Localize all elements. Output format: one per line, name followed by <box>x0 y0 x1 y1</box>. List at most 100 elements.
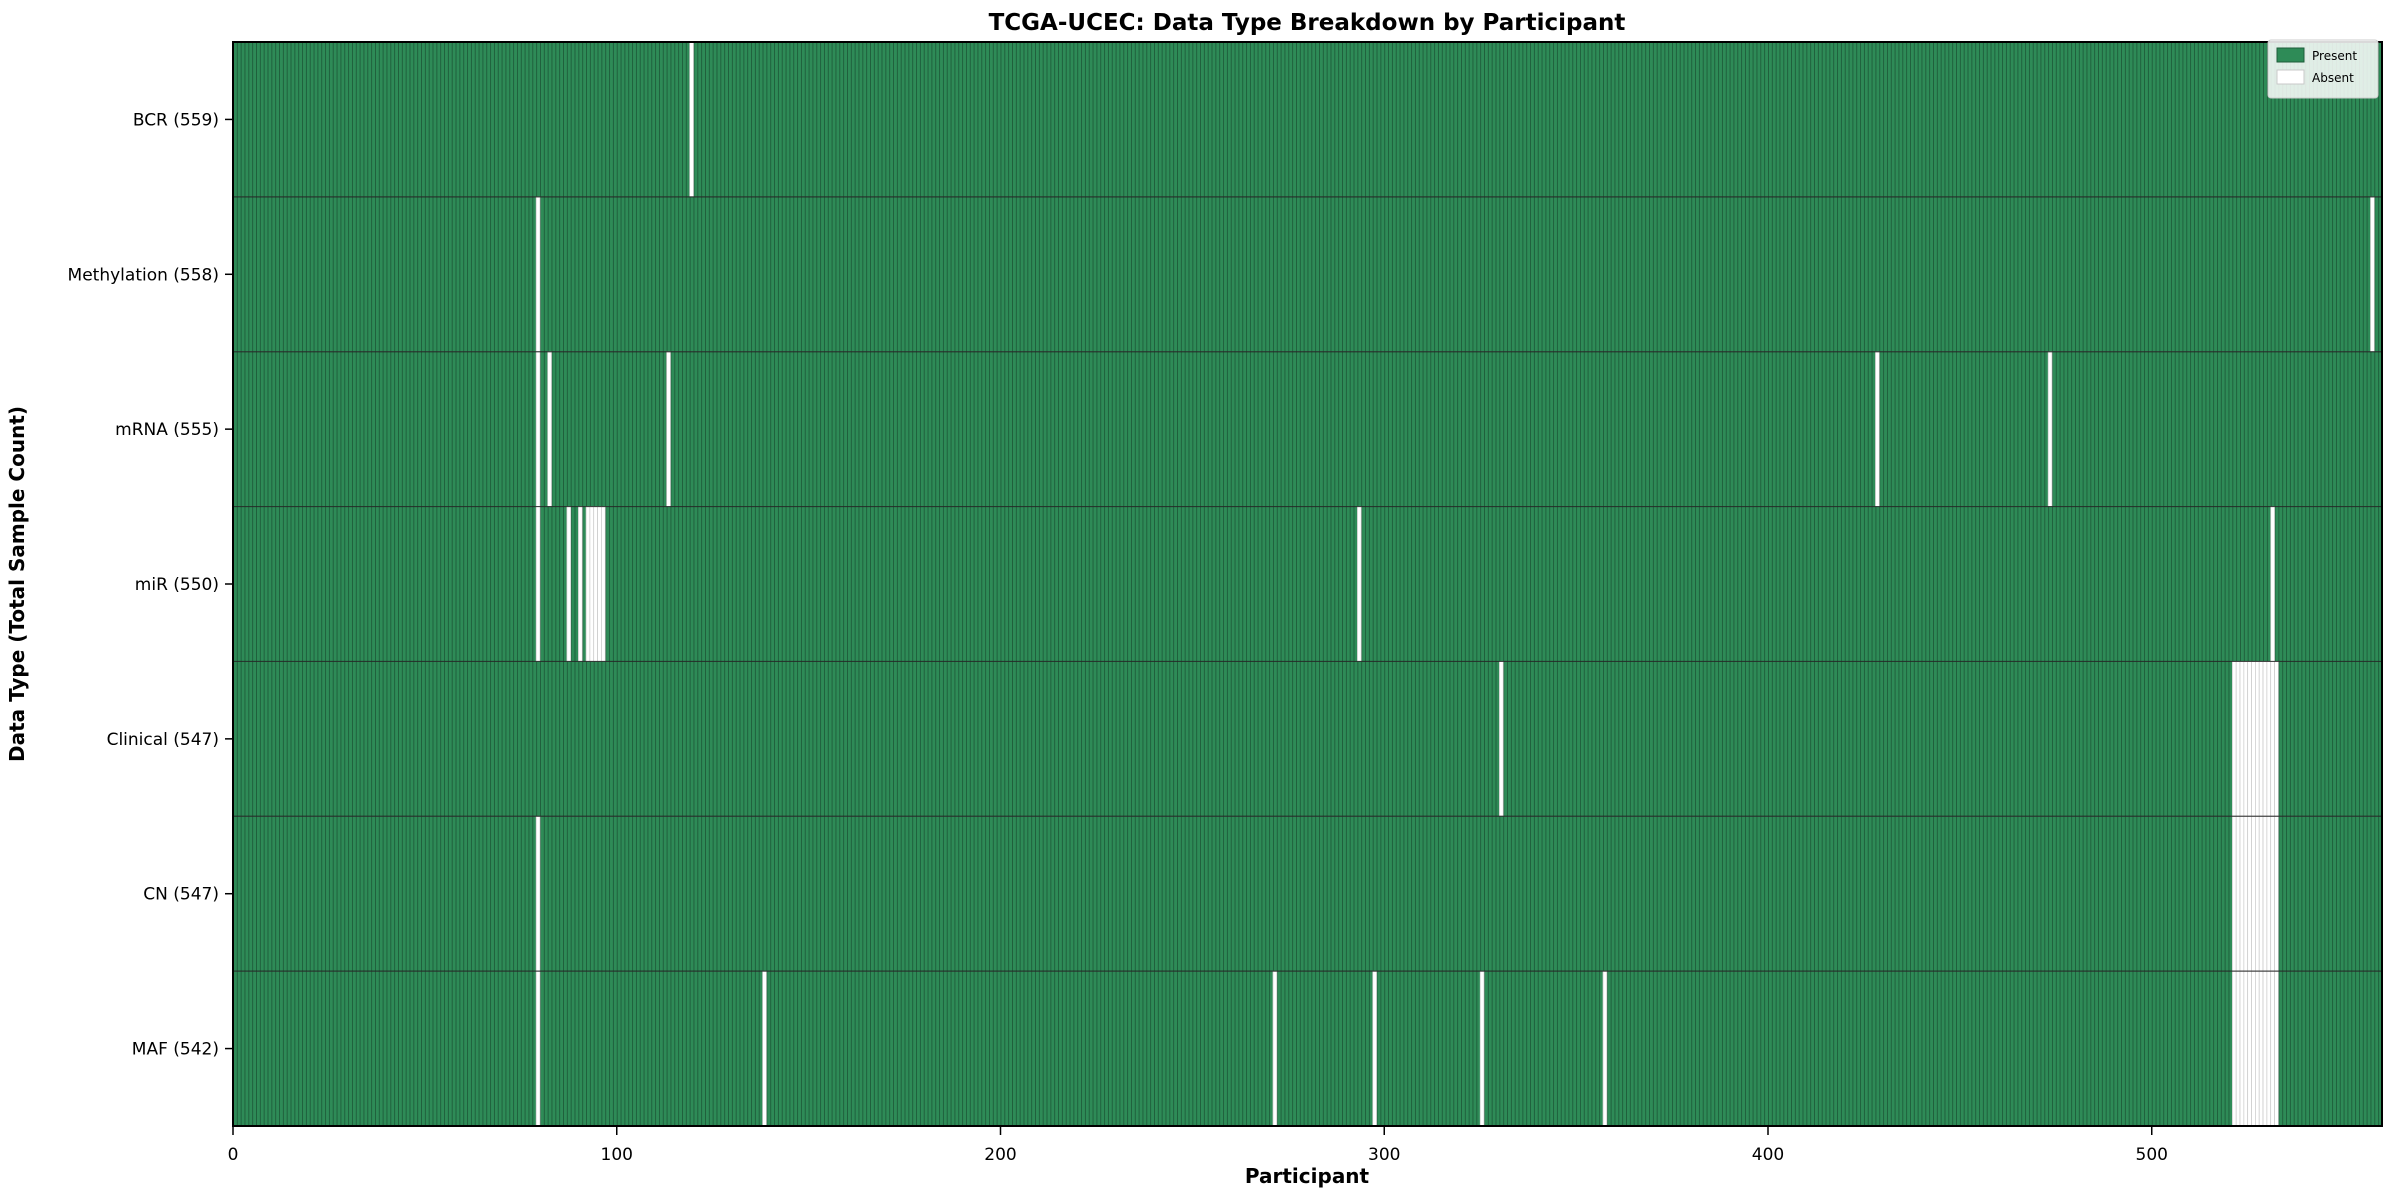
absent-mark-clinical-523 <box>2239 661 2245 817</box>
absent-mark-maf-522 <box>2235 970 2241 1127</box>
absent-mark-clinical-521 <box>2231 661 2237 817</box>
absent-mark-bcr-119 <box>689 41 694 198</box>
absent-mark-maf-527 <box>2255 970 2260 1127</box>
absent-mark-cn-522 <box>2235 815 2241 972</box>
absent-mark-maf-521 <box>2231 970 2237 1127</box>
absent-mark-mir-90 <box>578 506 583 662</box>
absent-mark-cn-524 <box>2243 815 2249 972</box>
absent-mark-maf-525 <box>2247 970 2252 1127</box>
y-tick-label-methylation: Methylation (558) <box>68 265 219 285</box>
x-tick-label-200: 200 <box>984 1145 1016 1165</box>
absent-mark-mir-95 <box>597 506 602 662</box>
chart-title: TCGA-UCEC: Data Type Breakdown by Partic… <box>989 10 1626 36</box>
absent-mark-mrna-79 <box>535 351 541 507</box>
absent-mark-mir-94 <box>593 506 598 662</box>
absent-mark-cn-527 <box>2255 815 2260 972</box>
absent-mark-methylation-557 <box>2370 196 2375 353</box>
plot-area: BCR (559) Methylation (558) mRNA (555) miR … <box>68 41 2383 1165</box>
y-axis-label: Data Type (Total Sample Count) <box>5 406 29 762</box>
absent-mark-mir-96 <box>601 506 606 662</box>
row-mir-present-bars <box>233 506 2382 662</box>
x-tick-label-100: 100 <box>601 1145 633 1165</box>
absent-mark-maf-528 <box>2258 970 2264 1127</box>
plot-border <box>232 41 2383 1127</box>
absent-mark-maf-531 <box>2270 970 2275 1127</box>
absent-mark-mrna-82 <box>547 351 552 507</box>
absent-mark-mir-531 <box>2270 506 2275 662</box>
row-cn <box>233 815 2382 972</box>
row-methylation-present-bars <box>233 196 2382 352</box>
row-clinical <box>233 661 2382 817</box>
row-maf-present-bars <box>233 971 2382 1126</box>
legend-swatch-present-icon <box>2276 47 2305 63</box>
y-tick-label-mir: miR (550) <box>135 575 219 595</box>
row-maf <box>233 970 2382 1127</box>
absent-mark-maf-79 <box>535 970 541 1127</box>
y-tick-label-clinical: Clinical (547) <box>107 730 219 750</box>
absent-mark-cn-531 <box>2270 815 2275 972</box>
y-tick-label-mrna: mRNA (555) <box>115 420 219 440</box>
absent-mark-maf-523 <box>2239 970 2245 1127</box>
x-tick-label-0: 0 <box>228 1145 239 1165</box>
absent-mark-cn-523 <box>2239 815 2245 972</box>
absent-mark-mrna-428 <box>1875 351 1880 507</box>
absent-mark-cn-521 <box>2231 815 2237 972</box>
y-tick-label-maf: MAF (542) <box>132 1040 219 1060</box>
row-mrna-present-bars <box>233 351 2382 507</box>
absent-mark-cn-530 <box>2266 815 2272 972</box>
absent-mark-maf-530 <box>2266 970 2272 1127</box>
absent-mark-cn-79 <box>535 815 541 972</box>
absent-mark-maf-297 <box>1372 970 1377 1127</box>
row-bcr <box>233 41 2382 198</box>
absent-mark-maf-271 <box>1272 970 1278 1127</box>
row-mrna <box>233 351 2382 507</box>
absent-mark-mir-92 <box>585 506 591 662</box>
absent-mark-clinical-532 <box>2274 661 2279 817</box>
absent-mark-clinical-525 <box>2247 661 2252 817</box>
absent-mark-clinical-526 <box>2251 661 2256 817</box>
absent-mark-clinical-524 <box>2243 661 2249 817</box>
row-clinical-present-bars <box>233 661 2382 817</box>
absent-mark-clinical-528 <box>2258 661 2264 817</box>
absent-mark-maf-532 <box>2274 970 2279 1127</box>
absent-mark-maf-524 <box>2243 970 2249 1127</box>
y-tick-label-cn: CN (547) <box>143 885 219 905</box>
absent-mark-cn-532 <box>2274 815 2279 972</box>
absent-mark-clinical-530 <box>2266 661 2272 817</box>
row-mir <box>233 506 2382 662</box>
y-tick-label-bcr: BCR (559) <box>133 110 219 130</box>
x-tick-label-500: 500 <box>2136 1145 2168 1165</box>
absent-mark-maf-357 <box>1602 970 1608 1127</box>
absent-mark-mir-79 <box>535 506 541 662</box>
absent-mark-maf-138 <box>762 970 767 1127</box>
absent-mark-mrna-473 <box>2047 351 2053 507</box>
absent-mark-cn-529 <box>2262 815 2268 972</box>
absent-mark-maf-526 <box>2251 970 2256 1127</box>
legend: Present Absent <box>2267 39 2379 99</box>
row-cn-present-bars <box>233 816 2382 972</box>
absent-mark-maf-529 <box>2262 970 2268 1127</box>
absent-mark-mir-293 <box>1357 506 1362 662</box>
absent-mark-mir-93 <box>589 506 595 662</box>
absent-mark-mrna-113 <box>666 351 671 507</box>
x-tick-label-300: 300 <box>1368 1145 1400 1165</box>
row-methylation <box>233 196 2382 353</box>
absent-mark-cn-528 <box>2258 815 2264 972</box>
absent-mark-maf-325 <box>1479 970 1485 1127</box>
legend-label-absent: Absent <box>2312 71 2354 85</box>
absent-mark-clinical-522 <box>2235 661 2241 817</box>
x-axis-label: Participant <box>1245 1164 1370 1188</box>
absent-mark-clinical-527 <box>2255 661 2260 817</box>
absent-mark-clinical-330 <box>1499 661 1504 817</box>
absent-mark-mir-87 <box>566 506 572 662</box>
row-bcr-present-bars <box>233 42 2382 197</box>
legend-label-present: Present <box>2312 49 2357 63</box>
absent-mark-clinical-529 <box>2262 661 2268 817</box>
absent-mark-cn-525 <box>2247 815 2252 972</box>
absent-mark-cn-526 <box>2251 815 2256 972</box>
x-tick-label-400: 400 <box>1752 1145 1784 1165</box>
absent-mark-methylation-79 <box>535 196 541 353</box>
legend-swatch-absent-icon <box>2276 69 2305 85</box>
